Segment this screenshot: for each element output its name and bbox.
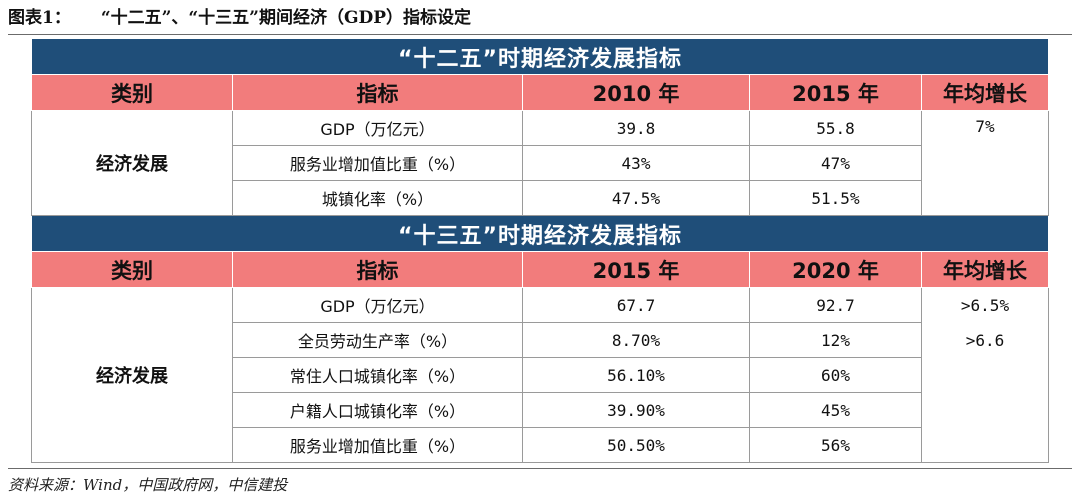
figure-label: 图表1：	[8, 8, 71, 28]
header-year-start: 2015 年	[522, 251, 750, 288]
header-growth: 年均增长	[921, 251, 1049, 288]
value-end: 56%	[749, 427, 922, 463]
value-end: 92.7	[749, 287, 922, 323]
table-row: 全员劳动生产率（%） 8.70% 12% >6.6	[32, 322, 1049, 358]
section-title: “十三五”时期经济发展指标	[31, 215, 1049, 252]
indicator-name: 服务业增加值比重（%）	[232, 427, 523, 463]
value-start: 39.90%	[522, 392, 750, 428]
header-category: 类别	[31, 251, 233, 288]
figure-title: 图表1： “十二五”、“十三五”期间经济（GDP）指标设定	[8, 4, 471, 32]
top-rule	[8, 34, 1072, 35]
indicator-name: 户籍人口城镇化率（%）	[232, 392, 523, 428]
table-row: 户籍人口城镇化率（%） 39.90% 45%	[32, 392, 1049, 428]
section-title-row: “十三五”时期经济发展指标	[31, 215, 1049, 252]
value-end: 47%	[749, 145, 922, 181]
indicator-name: GDP（万亿元）	[232, 110, 523, 146]
indicator-name: 常住人口城镇化率（%）	[232, 357, 523, 393]
header-growth: 年均增长	[921, 74, 1049, 111]
indicator-name: 全员劳动生产率（%）	[232, 322, 523, 358]
section-title-row: “十二五”时期经济发展指标	[31, 38, 1049, 75]
header-year-end: 2020 年	[749, 251, 922, 288]
indicator-name: GDP（万亿元）	[232, 287, 523, 323]
table-row: 城镇化率（%） 47.5% 51.5%	[32, 180, 1049, 216]
value-end: 45%	[749, 392, 922, 428]
table-row: 服务业增加值比重（%） 43% 47%	[32, 145, 1049, 181]
header-year-end: 2015 年	[749, 74, 922, 111]
value-end: 51.5%	[749, 180, 922, 216]
value-start: 43%	[522, 145, 750, 181]
value-start: 56.10%	[522, 357, 750, 393]
indicator-name: 服务业增加值比重（%）	[232, 145, 523, 181]
value-end: 55.8	[749, 110, 922, 146]
category-cell: 经济发展	[31, 110, 233, 216]
table-row: 服务业增加值比重（%） 50.50% 56%	[32, 427, 1049, 463]
growth-value	[921, 357, 1049, 463]
table-row: 经济发展 GDP（万亿元） 67.7 92.7 >6.5%	[31, 287, 1049, 463]
value-start: 8.70%	[522, 322, 750, 358]
header-row: 类别 指标 2010 年 2015 年 年均增长	[31, 74, 1049, 111]
value-end: 60%	[749, 357, 922, 393]
table-row: 经济发展 GDP（万亿元） 39.8 55.8 7%	[31, 110, 1049, 216]
source-note: 资料来源：Wind，中国政府网，中信建投	[8, 476, 288, 494]
value-start: 47.5%	[522, 180, 750, 216]
header-category: 类别	[31, 74, 233, 111]
indicator-table: “十二五”时期经济发展指标 类别 指标 2010 年 2015 年 年均增长 经…	[31, 38, 1049, 463]
bottom-rule	[8, 468, 1072, 469]
growth-value: 7%	[921, 110, 1049, 216]
category-cell: 经济发展	[31, 287, 233, 463]
value-start: 67.7	[522, 287, 750, 323]
value-start: 39.8	[522, 110, 750, 146]
figure-title-text: “十二五”、“十三五”期间经济（GDP）指标设定	[100, 8, 471, 28]
growth-value: >6.6	[921, 322, 1049, 358]
growth-value: >6.5%	[921, 287, 1049, 323]
value-end: 12%	[749, 322, 922, 358]
header-indicator: 指标	[232, 74, 523, 111]
header-row: 类别 指标 2015 年 2020 年 年均增长	[31, 251, 1049, 288]
section-title: “十二五”时期经济发展指标	[31, 38, 1049, 75]
value-start: 50.50%	[522, 427, 750, 463]
indicator-name: 城镇化率（%）	[232, 180, 523, 216]
header-indicator: 指标	[232, 251, 523, 288]
header-year-start: 2010 年	[522, 74, 750, 111]
